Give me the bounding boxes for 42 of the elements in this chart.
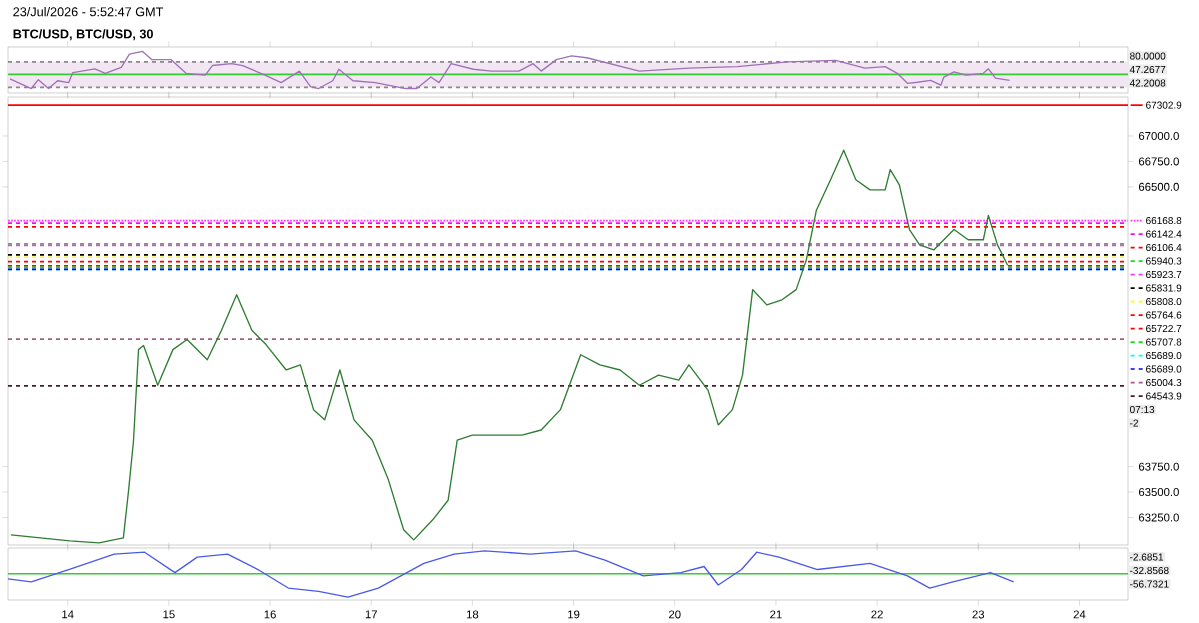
x-tick-label: 18 bbox=[466, 610, 479, 619]
y-tick-label: 63250.0 bbox=[1138, 513, 1179, 522]
chart-title: 23/Jul/2026 - 5:52:47 GMT bbox=[13, 6, 164, 17]
text: 80.0000 bbox=[1130, 52, 1166, 60]
y-tick-label: 66500.0 bbox=[1138, 182, 1179, 191]
text: 47.2677 bbox=[1129, 65, 1166, 74]
legend-label: 66106.4 bbox=[1146, 243, 1182, 252]
x-tick-label: 15 bbox=[163, 610, 175, 619]
x-tick-label: 16 bbox=[264, 610, 276, 619]
text: 42.2008 bbox=[1129, 79, 1166, 87]
x-tick-label: 23 bbox=[972, 610, 985, 619]
legend-label: 65940.3 bbox=[1146, 257, 1182, 265]
legend-label: 64543.9 bbox=[1146, 392, 1182, 400]
legend-label: 65707.8 bbox=[1146, 338, 1182, 346]
text: 07:13 bbox=[1130, 405, 1155, 414]
ref-line-label: 66168.8 bbox=[1146, 217, 1182, 225]
legend-label: 65923.7 bbox=[1146, 270, 1182, 279]
legend-label: 65831.9 bbox=[1146, 284, 1182, 292]
y-tick-label: 67000.0 bbox=[1138, 131, 1179, 140]
legend-label: 66142.4 bbox=[1146, 230, 1182, 238]
ref-line-label: 67302.9 bbox=[1146, 101, 1182, 109]
x-tick-label: 17 bbox=[365, 610, 377, 619]
legend-label: 65689.0 bbox=[1146, 351, 1182, 360]
legend-label: 65808.0 bbox=[1146, 298, 1182, 306]
x-tick-label: 21 bbox=[770, 610, 782, 619]
text: -32.8568 bbox=[1130, 566, 1169, 575]
legend-label: 65004.3 bbox=[1146, 379, 1182, 387]
y-tick-label: 63500.0 bbox=[1138, 488, 1179, 497]
x-tick-label: 19 bbox=[568, 610, 580, 619]
x-tick-label: 20 bbox=[669, 610, 681, 619]
x-tick-label: 14 bbox=[62, 610, 74, 619]
y-tick-label: 63750.0 bbox=[1138, 462, 1179, 471]
legend-label: 65689.0 bbox=[1146, 365, 1182, 373]
text: -56.7321 bbox=[1130, 580, 1169, 588]
text: -2.6851 bbox=[1130, 553, 1164, 561]
text: -2 bbox=[1130, 419, 1138, 427]
x-tick-label: 22 bbox=[871, 610, 883, 619]
legend-label: 65722.7 bbox=[1146, 324, 1182, 333]
chart-subtitle: BTC/USD, BTC/USD, 30 bbox=[13, 29, 153, 41]
y-tick-label: 66750.0 bbox=[1138, 157, 1179, 166]
legend-label: 65764.6 bbox=[1146, 311, 1182, 319]
x-tick-label: 24 bbox=[1073, 610, 1086, 619]
